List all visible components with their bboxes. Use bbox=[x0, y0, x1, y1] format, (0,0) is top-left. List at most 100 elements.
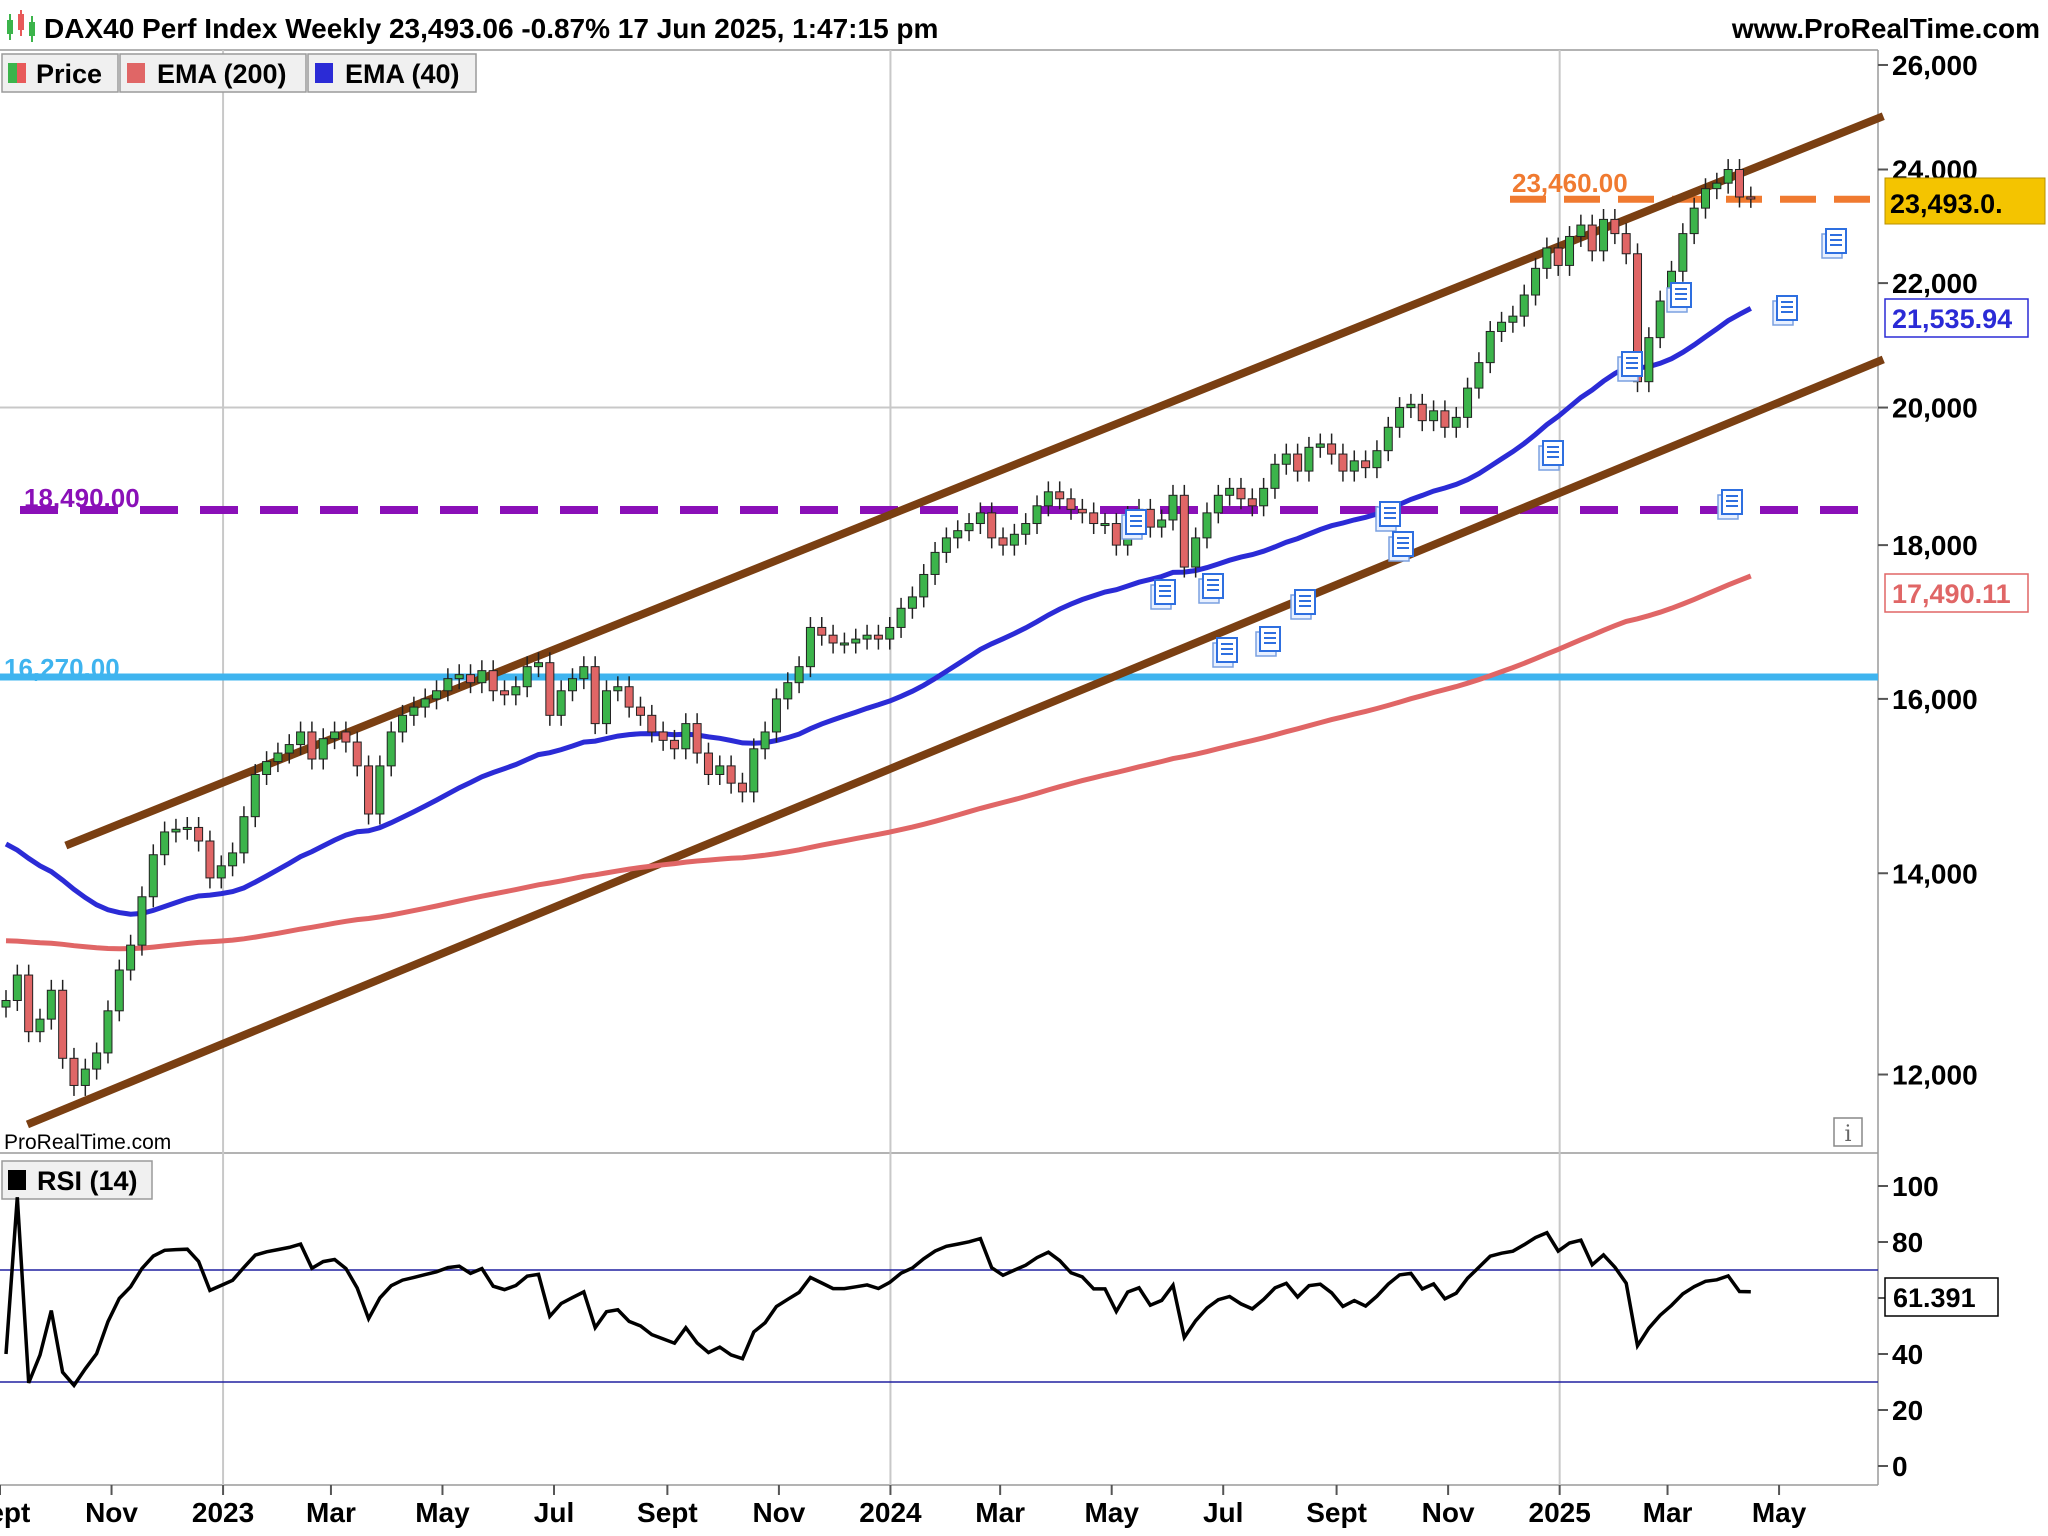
price-tick-label: 18,000 bbox=[1892, 530, 1978, 561]
candle-body bbox=[851, 638, 861, 644]
candle bbox=[953, 520, 963, 549]
candle-body bbox=[749, 748, 759, 793]
candle-body bbox=[681, 723, 691, 750]
candle-body bbox=[194, 826, 204, 842]
candle-body bbox=[522, 666, 532, 688]
candle-body bbox=[964, 523, 974, 532]
candle-body bbox=[216, 865, 226, 879]
news-icon bbox=[1666, 282, 1692, 313]
candle bbox=[1746, 186, 1756, 208]
candle-body bbox=[1587, 224, 1597, 252]
candle bbox=[1519, 284, 1529, 327]
legend-ema40[interactable] bbox=[307, 53, 477, 93]
candle-body bbox=[375, 765, 385, 815]
news-icon bbox=[1255, 626, 1281, 657]
candle bbox=[647, 704, 657, 743]
candle-body bbox=[1372, 450, 1382, 469]
x-tick-label: Sept bbox=[0, 1497, 30, 1528]
candle-body bbox=[1111, 523, 1121, 546]
x-tick-label: Nov bbox=[1422, 1497, 1475, 1528]
candle-body bbox=[794, 666, 804, 684]
rsi-line bbox=[4, 1197, 1751, 1389]
candle bbox=[454, 664, 464, 690]
candle bbox=[805, 617, 815, 678]
candle-body bbox=[386, 731, 396, 767]
candle-body bbox=[420, 698, 430, 708]
candle bbox=[69, 1047, 79, 1096]
candle bbox=[692, 713, 702, 764]
level-label-18490: 18,490.00 bbox=[24, 483, 140, 513]
candle-body bbox=[1089, 512, 1099, 525]
candle-body bbox=[1315, 443, 1325, 448]
candle-body bbox=[1701, 188, 1710, 209]
candle bbox=[1100, 513, 1110, 535]
candle bbox=[1066, 488, 1076, 520]
candle bbox=[817, 617, 827, 646]
candle bbox=[500, 680, 510, 706]
channel-lower bbox=[25, 355, 1885, 1129]
candle bbox=[1497, 311, 1507, 342]
candle-body bbox=[1179, 494, 1189, 568]
x-tick-label: May bbox=[415, 1497, 470, 1528]
candle-body bbox=[658, 731, 668, 741]
candle-body bbox=[669, 739, 679, 750]
candle-body bbox=[1610, 218, 1620, 235]
candle bbox=[1553, 237, 1563, 276]
candle bbox=[771, 688, 781, 743]
candle bbox=[1270, 453, 1280, 499]
legend-ema40-swatch bbox=[315, 63, 333, 83]
candle bbox=[80, 1058, 90, 1096]
candle bbox=[228, 842, 238, 877]
candle bbox=[715, 755, 725, 785]
candle bbox=[1372, 440, 1382, 479]
candle-body bbox=[590, 666, 600, 725]
candle bbox=[126, 934, 136, 981]
candle-body bbox=[1383, 426, 1393, 452]
rsi-tick-label: 0 bbox=[1892, 1451, 1908, 1482]
candle-body bbox=[58, 989, 68, 1059]
candle-body bbox=[148, 854, 158, 898]
candle-body bbox=[1734, 168, 1744, 198]
candle bbox=[511, 676, 521, 706]
x-tick-label: Mar bbox=[306, 1497, 356, 1528]
candle bbox=[1440, 400, 1450, 438]
candle bbox=[420, 688, 430, 718]
candle bbox=[443, 668, 453, 702]
candle-body bbox=[1565, 235, 1575, 266]
candle bbox=[364, 755, 374, 825]
candle-body bbox=[1678, 233, 1688, 272]
candle-body bbox=[896, 607, 906, 628]
candle bbox=[250, 764, 260, 828]
candle bbox=[1383, 416, 1393, 462]
candle bbox=[749, 738, 759, 803]
candle bbox=[1678, 223, 1688, 282]
legend-ema200[interactable] bbox=[119, 53, 307, 93]
candle bbox=[556, 680, 566, 726]
x-tick-label: 2023 bbox=[192, 1497, 254, 1528]
candle-body bbox=[488, 670, 498, 692]
info-icon[interactable]: i bbox=[1833, 1117, 1863, 1147]
level-label-23460: 23,460.00 bbox=[1512, 168, 1628, 198]
candle-body bbox=[556, 690, 566, 716]
candle-body bbox=[24, 974, 34, 1033]
candle-body bbox=[454, 674, 464, 680]
rsi-legend[interactable]: RSI (14) bbox=[1, 1160, 153, 1200]
candle bbox=[1349, 450, 1359, 482]
candle bbox=[103, 1000, 113, 1064]
news-icon bbox=[1121, 509, 1147, 540]
candle-body bbox=[624, 686, 634, 708]
price-legend[interactable]: Price EMA (200) EMA (40) bbox=[1, 53, 477, 93]
news-icon bbox=[1538, 440, 1564, 471]
x-tick-label: May bbox=[1084, 1497, 1139, 1528]
candle bbox=[488, 660, 498, 702]
candle-body bbox=[1213, 494, 1223, 514]
level-label-16270: 16,270.00 bbox=[4, 653, 120, 683]
candle bbox=[1293, 443, 1303, 482]
candle bbox=[92, 1042, 102, 1080]
candle-body bbox=[296, 731, 306, 746]
candle bbox=[1089, 502, 1099, 535]
legend-ema200-swatch bbox=[127, 63, 145, 83]
candle bbox=[160, 821, 170, 866]
candle bbox=[273, 742, 283, 773]
